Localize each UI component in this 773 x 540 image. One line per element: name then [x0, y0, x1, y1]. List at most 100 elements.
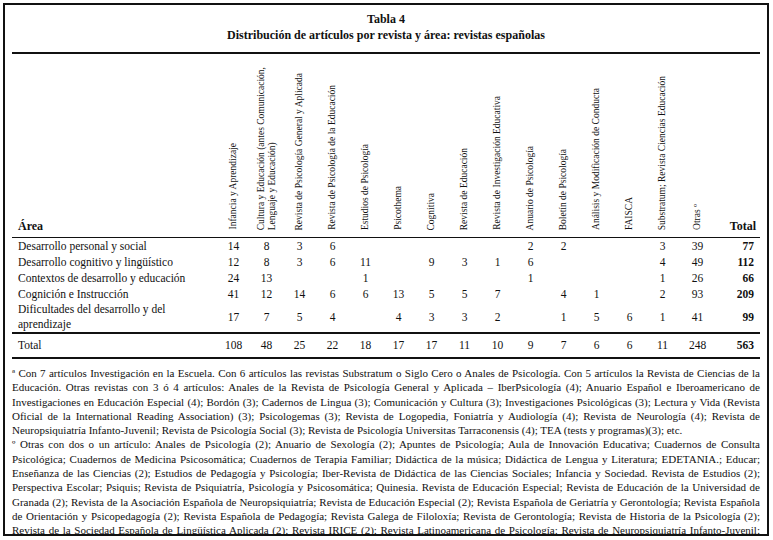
row-total-cell: 209: [716, 286, 760, 302]
value-cell: 1: [646, 302, 679, 333]
value-cell: [613, 270, 646, 286]
journal-column-label: Substratum; Revista Ciencias Educación: [657, 76, 668, 230]
value-cell: 5: [415, 286, 448, 302]
table-row: Desarrollo cognitivo y lingüístico128361…: [12, 254, 760, 270]
value-cell: 6: [316, 238, 349, 255]
value-cell: 6: [349, 286, 382, 302]
journal-column-label: FAISCA: [624, 197, 635, 230]
area-cell: Cognición e Instrucción: [12, 286, 217, 302]
journal-column-header: Revista de Psicología de la Educación: [316, 56, 349, 238]
value-cell: 6: [613, 302, 646, 333]
value-cell: 14: [217, 238, 250, 255]
value-cell: 248: [679, 333, 716, 358]
area-column-header: Área: [12, 56, 217, 238]
value-cell: 17: [217, 302, 250, 333]
journal-column-label: Infancia y Aprendizaje: [228, 143, 239, 230]
value-cell: 5: [448, 286, 481, 302]
journal-column-header: Análisis y Modificación de Conducta: [580, 56, 613, 238]
value-cell: 9: [514, 333, 547, 358]
value-cell: 7: [547, 333, 580, 358]
journal-column-header: Boletín de Psicología: [547, 56, 580, 238]
value-cell: [349, 238, 382, 255]
journal-column-label: Otras º: [692, 204, 703, 230]
value-cell: 11: [448, 333, 481, 358]
value-cell: [613, 254, 646, 270]
value-cell: [547, 254, 580, 270]
value-cell: 48: [250, 333, 283, 358]
value-cell: 26: [679, 270, 716, 286]
journal-column-header: Anuario de Psicología: [514, 56, 547, 238]
table-subtitle: Distribución de artículos por revista y …: [12, 27, 760, 43]
value-cell: 93: [679, 286, 716, 302]
value-cell: [514, 286, 547, 302]
table-row: Cognición e Instrucción41121466135574129…: [12, 286, 760, 302]
table-row: Contextos de desarrollo y educación24131…: [12, 270, 760, 286]
journal-column-label: Boletín de Psicología: [558, 149, 569, 230]
value-cell: 4: [382, 302, 415, 333]
journal-column-header: Estudios de Psicología: [349, 56, 382, 238]
value-cell: [613, 238, 646, 255]
value-cell: 4: [316, 302, 349, 333]
row-total-cell: 112: [716, 254, 760, 270]
footnote: º Otras con dos o un artículo: Anales de…: [12, 437, 760, 536]
table-body: Desarrollo personal y social148362233977…: [12, 238, 760, 359]
value-cell: 3: [448, 254, 481, 270]
journal-column-label: Revista de Educación: [459, 148, 470, 230]
journal-column-header: Revista de Investigación Educativa: [481, 56, 514, 238]
value-cell: 17: [415, 333, 448, 358]
value-cell: 3: [646, 238, 679, 255]
row-total-cell: 66: [716, 270, 760, 286]
area-cell: Dificultades del desarrollo y del aprend…: [12, 302, 217, 333]
value-cell: [415, 270, 448, 286]
value-cell: 10: [481, 333, 514, 358]
value-cell: [283, 270, 316, 286]
value-cell: 3: [415, 302, 448, 333]
journal-column-label: Cultura y Educación (antes Comunicación,…: [256, 67, 277, 230]
value-cell: 1: [547, 302, 580, 333]
journal-column-header: Cognitiva: [415, 56, 448, 238]
value-cell: 14: [283, 286, 316, 302]
table-row: Desarrollo personal y social148362233977: [12, 238, 760, 255]
value-cell: 6: [514, 254, 547, 270]
value-cell: 5: [283, 302, 316, 333]
value-cell: [580, 254, 613, 270]
value-cell: 24: [217, 270, 250, 286]
value-cell: [514, 302, 547, 333]
footnotes: ª Con 7 artículos Investigación en la Es…: [12, 366, 760, 536]
journal-column-label: Revista de Investigación Educativa: [492, 96, 503, 230]
value-cell: 6: [316, 254, 349, 270]
value-cell: 2: [481, 302, 514, 333]
footnote: ª Con 7 artículos Investigación en la Es…: [12, 366, 760, 437]
area-cell: Desarrollo personal y social: [12, 238, 217, 255]
total-column-header: Total: [716, 56, 760, 238]
journal-column-header: Psicothema: [382, 56, 415, 238]
value-cell: 25: [283, 333, 316, 358]
table-frame: Tabla 4 Distribución de artículos por re…: [3, 3, 769, 536]
value-cell: [580, 238, 613, 255]
value-cell: 108: [217, 333, 250, 358]
value-cell: 1: [481, 254, 514, 270]
value-cell: 13: [250, 270, 283, 286]
journal-column-label: Revista de Psicología de la Educación: [327, 85, 338, 230]
value-cell: [481, 238, 514, 255]
value-cell: 18: [349, 333, 382, 358]
value-cell: [448, 238, 481, 255]
journal-column-label: Psicothema: [393, 186, 404, 230]
value-cell: [481, 270, 514, 286]
value-cell: 1: [580, 286, 613, 302]
value-cell: 17: [382, 333, 415, 358]
value-cell: 4: [547, 286, 580, 302]
title-block: Tabla 4 Distribución de artículos por re…: [12, 5, 760, 54]
value-cell: 7: [481, 286, 514, 302]
value-cell: [415, 238, 448, 255]
value-cell: [316, 270, 349, 286]
value-cell: 3: [448, 302, 481, 333]
value-cell: 8: [250, 238, 283, 255]
journal-column-label: Anuario de Psicología: [525, 146, 536, 230]
value-cell: 12: [217, 254, 250, 270]
journal-column-header: Infancia y Aprendizaje: [217, 56, 250, 238]
total-row: Total1084825221817171110976611248563: [12, 333, 760, 358]
value-cell: [382, 254, 415, 270]
value-cell: [382, 238, 415, 255]
value-cell: 6: [316, 286, 349, 302]
